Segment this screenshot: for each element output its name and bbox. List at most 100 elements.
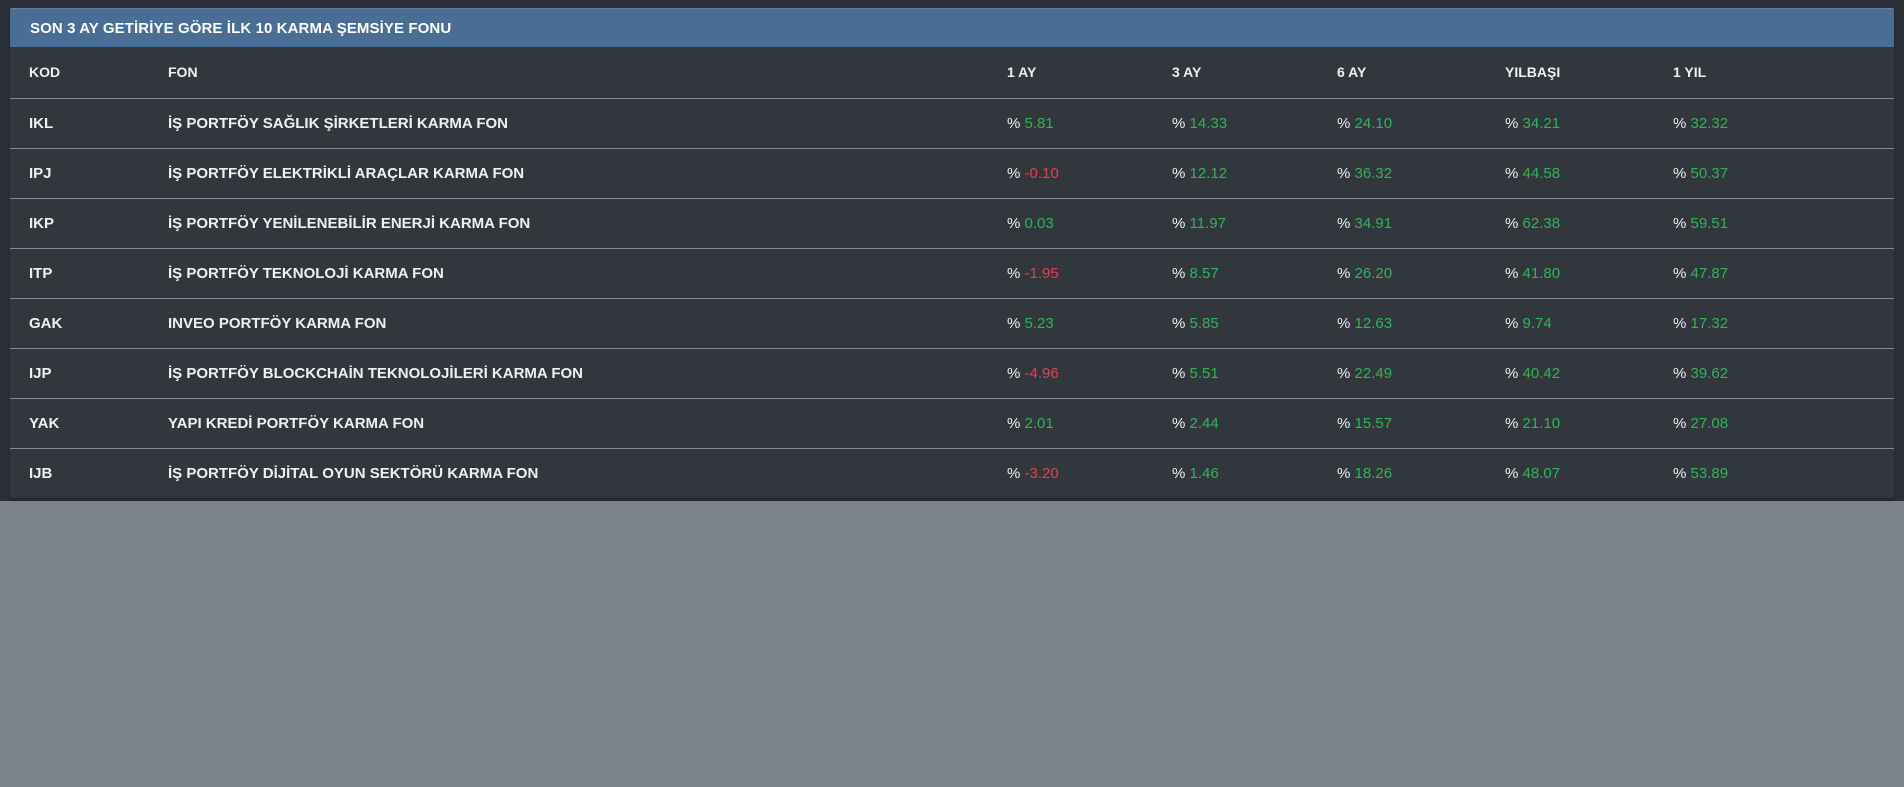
percent-sign: % <box>1337 214 1355 232</box>
fund-name: İŞ PORTFÖY BLOCKCHAİN TEKNOLOJİLERİ KARM… <box>167 347 1006 398</box>
percent-sign: % <box>1337 264 1355 282</box>
fund-name: İŞ PORTFÖY YENİLENEBİLİR ENERJİ KARMA FO… <box>167 197 1006 248</box>
percent-sign: % <box>1007 264 1025 282</box>
column-header-6ay: 6 AY <box>1336 47 1504 99</box>
return-value: % 50.37 <box>1672 147 1894 198</box>
column-header-3ay: 3 AY <box>1171 47 1336 99</box>
return-number: 5.23 <box>1024 314 1054 332</box>
return-value: % 21.10 <box>1504 397 1672 448</box>
return-value: % 18.26 <box>1336 447 1504 498</box>
fund-row[interactable]: IPJ İŞ PORTFÖY ELEKTRİKLİ ARAÇLAR KARMA F… <box>10 147 1894 198</box>
fund-table: KOD FON 1 AY 3 AY 6 AY YILBAŞI 1 YIL IKL… <box>10 47 1894 498</box>
return-value: % 0.03 <box>1006 197 1171 248</box>
return-value: % 9.74 <box>1504 297 1672 348</box>
return-number: 26.20 <box>1354 264 1393 282</box>
return-value: % -4.96 <box>1006 347 1171 398</box>
return-value: % 12.12 <box>1171 147 1336 198</box>
return-value: % 8.57 <box>1171 247 1336 298</box>
return-number: 44.58 <box>1522 164 1561 182</box>
return-number: 5.51 <box>1189 364 1219 382</box>
return-number: -3.20 <box>1024 464 1059 482</box>
return-value: % 26.20 <box>1336 247 1504 298</box>
fund-code: ITP <box>10 247 167 298</box>
return-value: % 40.42 <box>1504 347 1672 398</box>
return-value: % 36.32 <box>1336 147 1504 198</box>
return-value: % 5.81 <box>1006 98 1171 148</box>
return-number: 48.07 <box>1522 464 1561 482</box>
percent-sign: % <box>1007 414 1025 432</box>
percent-sign: % <box>1505 214 1523 232</box>
return-number: 15.57 <box>1354 414 1393 432</box>
fund-row[interactable]: IKL İŞ PORTFÖY SAĞLIK ŞİRKETLERİ KARMA FO… <box>10 98 1894 148</box>
return-value: % 12.63 <box>1336 297 1504 348</box>
fund-name: İŞ PORTFÖY ELEKTRİKLİ ARAÇLAR KARMA FON <box>167 147 1006 198</box>
fund-row[interactable]: IJP İŞ PORTFÖY BLOCKCHAİN TEKNOLOJİLERİ K… <box>10 347 1894 398</box>
percent-sign: % <box>1007 314 1025 332</box>
column-header-kod: KOD <box>10 47 167 99</box>
column-header-fon: FON <box>167 47 1006 99</box>
percent-sign: % <box>1673 164 1691 182</box>
return-number: 0.03 <box>1024 214 1054 232</box>
return-number: 17.32 <box>1690 314 1729 332</box>
fund-code: IKL <box>29 114 54 132</box>
fund-name: İŞ PORTFÖY TEKNOLOJİ KARMA FON <box>167 247 1006 298</box>
percent-sign: % <box>1337 314 1355 332</box>
return-value: % -0.10 <box>1006 147 1171 198</box>
percent-sign: % <box>1007 364 1025 382</box>
return-number: 12.12 <box>1189 164 1228 182</box>
return-value: % 2.44 <box>1171 397 1336 448</box>
return-number: 9.74 <box>1522 314 1552 332</box>
return-value: % 41.80 <box>1504 247 1672 298</box>
percent-sign: % <box>1172 414 1190 432</box>
return-number: 40.42 <box>1522 364 1561 382</box>
percent-sign: % <box>1337 114 1355 132</box>
fund-table-card: SON 3 AY GETİRİYE GÖRE İLK 10 KARMA ŞEMS… <box>10 8 1894 498</box>
fund-row[interactable]: YAK YAPI KREDİ PORTFÖY KARMA FON% 2.01% 2… <box>10 397 1894 448</box>
return-value: % 1.46 <box>1171 447 1336 498</box>
percent-sign: % <box>1673 114 1691 132</box>
return-number: 39.62 <box>1690 364 1729 382</box>
fund-code: GAK <box>10 297 167 348</box>
return-number: 34.21 <box>1522 114 1561 132</box>
fund-row[interactable]: IJB İŞ PORTFÖY DİJİTAL OYUN SEKTÖRÜ KARMA… <box>10 447 1894 498</box>
fund-code: IJP <box>10 347 167 398</box>
return-value: % 62.38 <box>1504 197 1672 248</box>
percent-sign: % <box>1337 464 1355 482</box>
percent-sign: % <box>1172 214 1190 232</box>
fund-name: İŞ PORTFÖY SAĞLIK ŞİRKETLERİ KARMA FON <box>168 114 509 132</box>
fund-section: SON 3 AY GETİRİYE GÖRE İLK 10 KARMA ŞEMS… <box>0 0 1904 501</box>
percent-sign: % <box>1673 414 1691 432</box>
return-number: 24.10 <box>1354 114 1393 132</box>
fund-code: IKP <box>10 197 167 248</box>
return-value: % 11.97 <box>1171 197 1336 248</box>
percent-sign: % <box>1505 114 1523 132</box>
percent-sign: % <box>1007 214 1025 232</box>
return-number: 2.01 <box>1024 414 1054 432</box>
return-value: % 2.01 <box>1006 397 1171 448</box>
return-value: % 47.87 <box>1672 247 1894 298</box>
column-header-1ay: 1 AY <box>1006 47 1171 99</box>
return-number: 59.51 <box>1690 214 1729 232</box>
return-value: % -1.95 <box>1006 247 1171 298</box>
card-title: SON 3 AY GETİRİYE GÖRE İLK 10 KARMA ŞEMS… <box>30 19 452 37</box>
return-number: 34.91 <box>1354 214 1393 232</box>
percent-sign: % <box>1673 264 1691 282</box>
fund-row[interactable]: ITP İŞ PORTFÖY TEKNOLOJİ KARMA FON% -1.95… <box>10 247 1894 298</box>
return-number: 5.81 <box>1024 114 1054 132</box>
return-value: % 59.51 <box>1672 197 1894 248</box>
return-value: % 5.23 <box>1006 297 1171 348</box>
percent-sign: % <box>1172 314 1190 332</box>
percent-sign: % <box>1673 314 1691 332</box>
return-value: % 32.32 <box>1672 98 1894 148</box>
column-header-yilbasi: YILBAŞI <box>1504 47 1672 99</box>
return-number: 14.33 <box>1189 114 1228 132</box>
fund-code: YAK <box>10 397 167 448</box>
return-value: % -3.20 <box>1006 447 1171 498</box>
column-header-1yil: 1 YIL <box>1672 47 1894 99</box>
return-value: % 15.57 <box>1336 397 1504 448</box>
fund-row[interactable]: IKP İŞ PORTFÖY YENİLENEBİLİR ENERJİ KARMA… <box>10 197 1894 248</box>
fund-row[interactable]: GAK INVEO PORTFÖY KARMA FON% 5.23% 5.85% … <box>10 297 1894 348</box>
percent-sign: % <box>1505 264 1523 282</box>
percent-sign: % <box>1007 164 1025 182</box>
return-value: % 5.85 <box>1171 297 1336 348</box>
